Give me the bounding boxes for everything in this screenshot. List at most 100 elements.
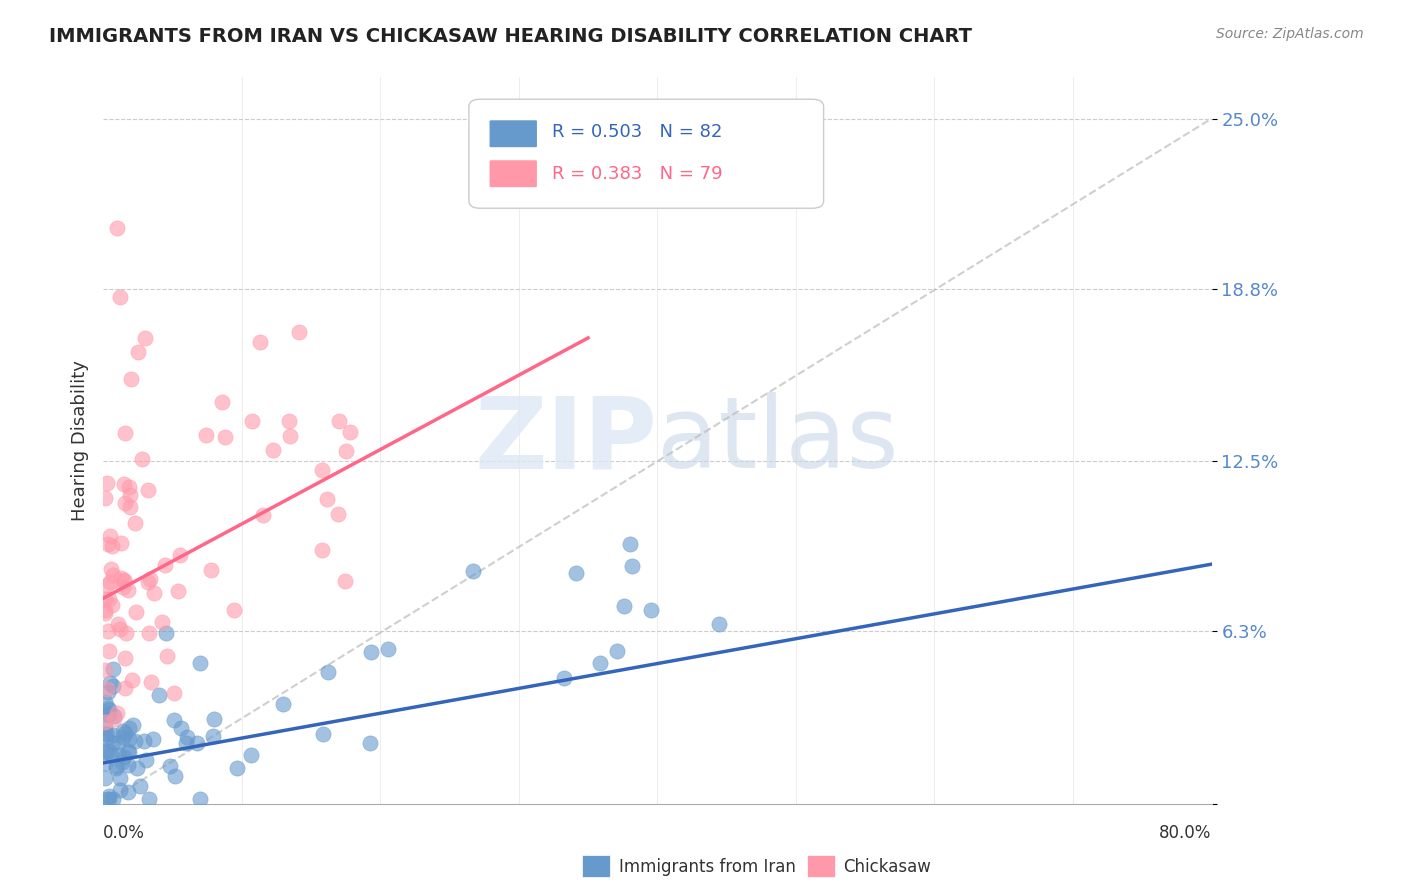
Point: [94, 591, 117, 606]
Point: [163, 713, 186, 727]
Point: [170, 721, 193, 735]
Point: [94, 743, 117, 757]
Point: [96, 475, 118, 490]
Point: [163, 686, 186, 700]
Point: [333, 574, 356, 589]
Point: [118, 745, 141, 759]
Point: [98, 703, 121, 717]
Point: [101, 679, 124, 693]
Point: [463, 564, 485, 578]
Point: [118, 488, 141, 502]
Point: [93, 727, 115, 741]
Point: [136, 575, 159, 590]
Text: atlas: atlas: [658, 392, 898, 490]
FancyBboxPatch shape: [470, 99, 824, 208]
Point: [118, 480, 141, 494]
Text: R = 0.383   N = 79: R = 0.383 N = 79: [553, 165, 723, 183]
Point: [312, 727, 335, 741]
Text: 0.0%: 0.0%: [103, 824, 145, 842]
Point: [93, 714, 115, 729]
Point: [107, 735, 129, 749]
Point: [316, 665, 339, 679]
Point: [112, 573, 135, 587]
Point: [117, 722, 139, 736]
Point: [96, 578, 118, 592]
Point: [377, 642, 399, 657]
Point: [125, 605, 148, 619]
Point: [114, 626, 136, 640]
Point: [359, 737, 381, 751]
Point: [134, 733, 156, 747]
Point: [127, 344, 149, 359]
Point: [589, 657, 612, 671]
Point: [111, 755, 134, 769]
Point: [613, 599, 636, 613]
Point: [165, 769, 187, 783]
Point: [96, 681, 118, 696]
Point: [214, 430, 236, 444]
Point: [159, 759, 181, 773]
Point: [553, 671, 575, 685]
Point: [110, 571, 132, 585]
Text: IMMIGRANTS FROM IRAN VS CHICKASAW HEARING DISABILITY CORRELATION CHART: IMMIGRANTS FROM IRAN VS CHICKASAW HEARIN…: [49, 27, 972, 45]
Point: [103, 662, 125, 676]
Point: [252, 508, 274, 523]
Text: 80.0%: 80.0%: [1159, 824, 1212, 842]
Point: [97, 744, 120, 758]
Point: [138, 626, 160, 640]
Point: [120, 372, 142, 386]
Point: [97, 592, 120, 607]
Point: [100, 747, 122, 761]
Point: [93, 491, 115, 505]
Point: [108, 290, 131, 304]
Point: [709, 616, 731, 631]
Point: [94, 745, 117, 759]
Point: [117, 582, 139, 597]
Point: [271, 697, 294, 711]
Point: [114, 651, 136, 665]
Point: [93, 756, 115, 770]
Point: [335, 444, 357, 458]
Point: [98, 574, 121, 589]
Point: [620, 559, 643, 574]
Point: [103, 708, 125, 723]
Point: [143, 586, 166, 600]
Point: [316, 492, 339, 507]
Point: [176, 730, 198, 744]
Point: [148, 688, 170, 702]
Point: [640, 603, 662, 617]
Point: [186, 736, 208, 750]
Text: Source: ZipAtlas.com: Source: ZipAtlas.com: [1216, 27, 1364, 41]
Point: [142, 731, 165, 746]
Point: [122, 718, 145, 732]
Point: [93, 663, 115, 677]
Point: [339, 425, 361, 440]
Point: [114, 681, 136, 695]
Point: [131, 451, 153, 466]
Point: [103, 712, 125, 726]
Point: [174, 736, 197, 750]
Point: [112, 476, 135, 491]
Point: [112, 723, 135, 738]
Point: [134, 331, 156, 345]
Point: [94, 771, 117, 785]
Text: ZIP: ZIP: [474, 392, 658, 490]
Point: [98, 676, 121, 690]
Point: [97, 707, 120, 722]
Point: [127, 761, 149, 775]
Point: [114, 726, 136, 740]
Point: [156, 648, 179, 663]
Point: [138, 483, 160, 497]
Point: [117, 758, 139, 772]
Point: [97, 707, 120, 722]
Point: [94, 731, 117, 745]
Point: [94, 603, 117, 617]
Point: [202, 729, 225, 743]
FancyBboxPatch shape: [489, 160, 537, 188]
Point: [225, 761, 247, 775]
Point: [200, 563, 222, 577]
Point: [606, 643, 628, 657]
Point: [93, 695, 115, 709]
Point: [117, 785, 139, 799]
Point: [188, 791, 211, 805]
